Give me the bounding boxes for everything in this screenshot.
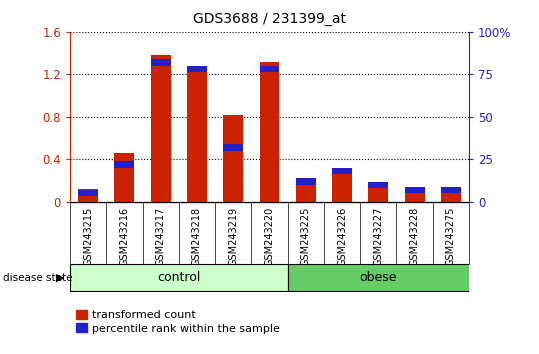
Bar <box>296 178 316 184</box>
Text: GSM243275: GSM243275 <box>446 207 456 266</box>
Text: GSM243216: GSM243216 <box>120 207 129 266</box>
Bar <box>296 178 316 202</box>
Bar <box>78 189 98 202</box>
Text: GSM243226: GSM243226 <box>337 207 347 266</box>
Bar <box>151 59 171 65</box>
Bar <box>114 161 134 167</box>
Bar <box>368 182 388 188</box>
Legend: transformed count, percentile rank within the sample: transformed count, percentile rank withi… <box>75 310 280 334</box>
Text: GDS3688 / 231399_at: GDS3688 / 231399_at <box>193 12 346 27</box>
Text: disease state: disease state <box>3 273 72 283</box>
Bar <box>260 62 279 202</box>
Bar <box>288 264 469 291</box>
Bar <box>332 168 352 175</box>
Bar <box>187 67 207 202</box>
Text: GSM243217: GSM243217 <box>156 207 165 266</box>
Bar <box>70 264 288 291</box>
Bar <box>260 66 279 73</box>
Text: GSM243215: GSM243215 <box>83 207 93 266</box>
Bar <box>78 190 98 196</box>
Text: GSM243219: GSM243219 <box>228 207 238 266</box>
Bar <box>441 187 461 193</box>
Text: GSM243220: GSM243220 <box>265 207 274 266</box>
Bar <box>151 55 171 202</box>
Text: GSM243227: GSM243227 <box>374 207 383 266</box>
Bar <box>332 172 352 202</box>
Text: GSM243228: GSM243228 <box>410 207 419 266</box>
Text: ▶: ▶ <box>56 273 65 283</box>
Bar <box>405 187 425 193</box>
Bar <box>441 188 461 202</box>
Bar <box>223 144 243 150</box>
Bar <box>187 66 207 73</box>
Bar <box>368 184 388 202</box>
Text: obese: obese <box>360 272 397 284</box>
Text: control: control <box>157 272 201 284</box>
Text: GSM243225: GSM243225 <box>301 207 311 266</box>
Bar <box>114 153 134 202</box>
Bar <box>405 189 425 202</box>
Text: GSM243218: GSM243218 <box>192 207 202 266</box>
Bar <box>223 115 243 202</box>
